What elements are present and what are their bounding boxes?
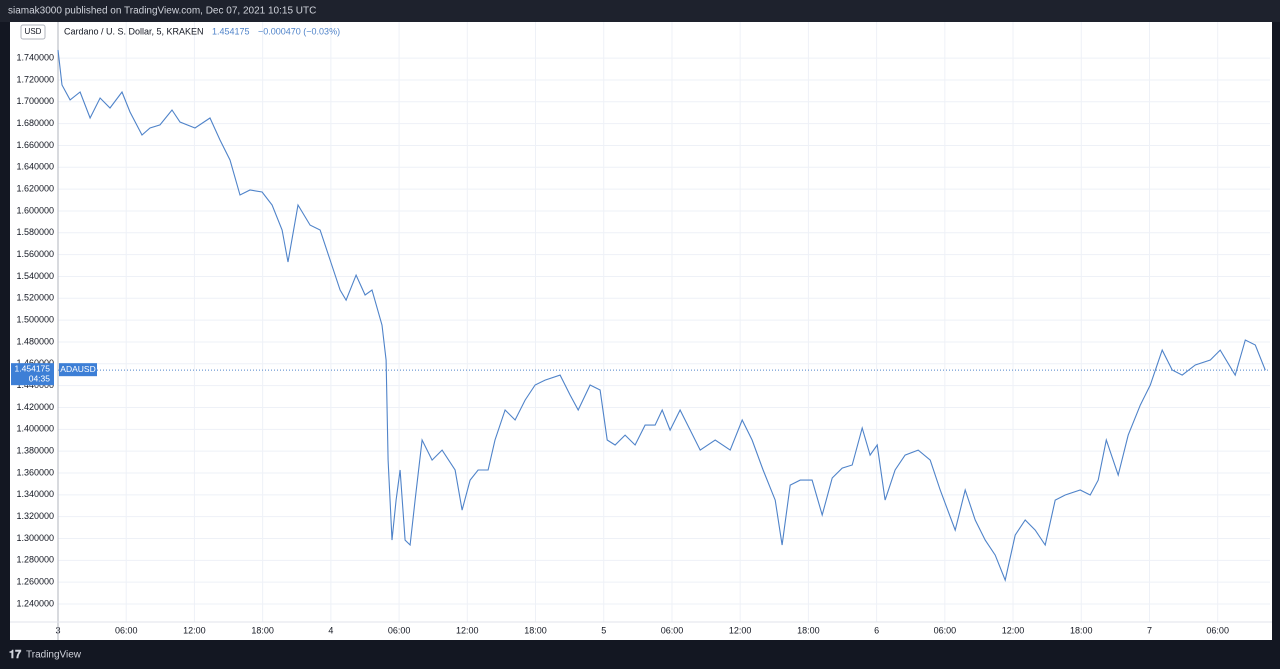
x-tick-label: 5: [601, 625, 606, 635]
x-tick-label: 18:00: [797, 625, 820, 635]
y-tick-label: 1.580000: [16, 227, 54, 237]
y-tick-label: 1.700000: [16, 96, 54, 106]
y-tick-label: 1.400000: [16, 424, 54, 434]
price-label-box: [11, 363, 54, 386]
y-tick-label: 1.280000: [16, 555, 54, 565]
x-tick-label: 18:00: [1070, 625, 1093, 635]
x-tick-label: 18:00: [251, 625, 274, 635]
x-tick-label: 12:00: [729, 625, 752, 635]
x-tick-label: 06:00: [1206, 625, 1229, 635]
x-tick-label: 06:00: [115, 625, 138, 635]
y-tick-label: 1.420000: [16, 402, 54, 412]
y-tick-label: 1.480000: [16, 336, 54, 346]
y-tick-label: 1.520000: [16, 293, 54, 303]
price-line: [57, 49, 1266, 582]
currency-badge[interactable]: [20, 24, 46, 40]
y-tick-label: 1.540000: [16, 271, 54, 281]
plot: [57, 49, 1270, 582]
y-tick-label: 1.360000: [16, 467, 54, 477]
header-bar: [0, 0, 1280, 22]
x-tick-label: 18:00: [524, 625, 547, 635]
x-tick-label: 6: [874, 625, 879, 635]
x-tick-label: 4: [328, 625, 333, 635]
y-tick-label: 1.240000: [16, 598, 54, 608]
footer-brand: TradingView: [26, 650, 82, 661]
ticker-box: [59, 363, 97, 377]
ticker-label: ADAUSD: [60, 364, 95, 374]
footer-logo: 𝟏𝟕: [9, 649, 22, 661]
y-tick-label: 1.600000: [16, 205, 54, 215]
price-label: 1.454175: [15, 363, 51, 373]
y-tick-label: 1.660000: [16, 140, 54, 150]
footer-bar: [0, 640, 1280, 669]
x-tick-label: 7: [1147, 625, 1152, 635]
y-tick-label: 1.620000: [16, 184, 54, 194]
grid: [57, 22, 1270, 622]
y-tick-label: 1.340000: [16, 489, 54, 499]
y-tick-label: 1.300000: [16, 533, 54, 543]
y-tick-label: 1.740000: [16, 53, 54, 63]
x-tick-label: 12:00: [456, 625, 479, 635]
y-tick-label: 1.720000: [16, 74, 54, 84]
x-tick-label: 06:00: [388, 625, 411, 635]
x-tick-label: 06:00: [661, 625, 684, 635]
x-tick-label: 12:00: [1002, 625, 1025, 635]
y-tick-label: 1.500000: [16, 315, 54, 325]
y-tick-label: 1.380000: [16, 446, 54, 456]
publish-info: siamak3000 published on TradingView.com,…: [8, 6, 316, 17]
legend-change: −0.000470 (−0.03%): [258, 26, 340, 36]
legend-price: 1.454175: [212, 26, 250, 36]
currency-label: USD: [25, 27, 42, 36]
y-tick-label: 1.560000: [16, 249, 54, 259]
overlay: Cardano / U. S. Dollar, 5, KRAKEN 1.4541…: [11, 24, 340, 386]
chart-panel: [10, 22, 1272, 640]
countdown-label: 04:35: [29, 373, 51, 383]
y-tick-label: 1.680000: [16, 118, 54, 128]
y-tick-label: 1.260000: [16, 577, 54, 587]
symbol-title: Cardano / U. S. Dollar, 5, KRAKEN: [64, 26, 204, 36]
x-tick-label: 12:00: [183, 625, 206, 635]
y-tick-label: 1.320000: [16, 511, 54, 521]
x-tick-label: 06:00: [934, 625, 957, 635]
y-tick-label: 1.640000: [16, 162, 54, 172]
